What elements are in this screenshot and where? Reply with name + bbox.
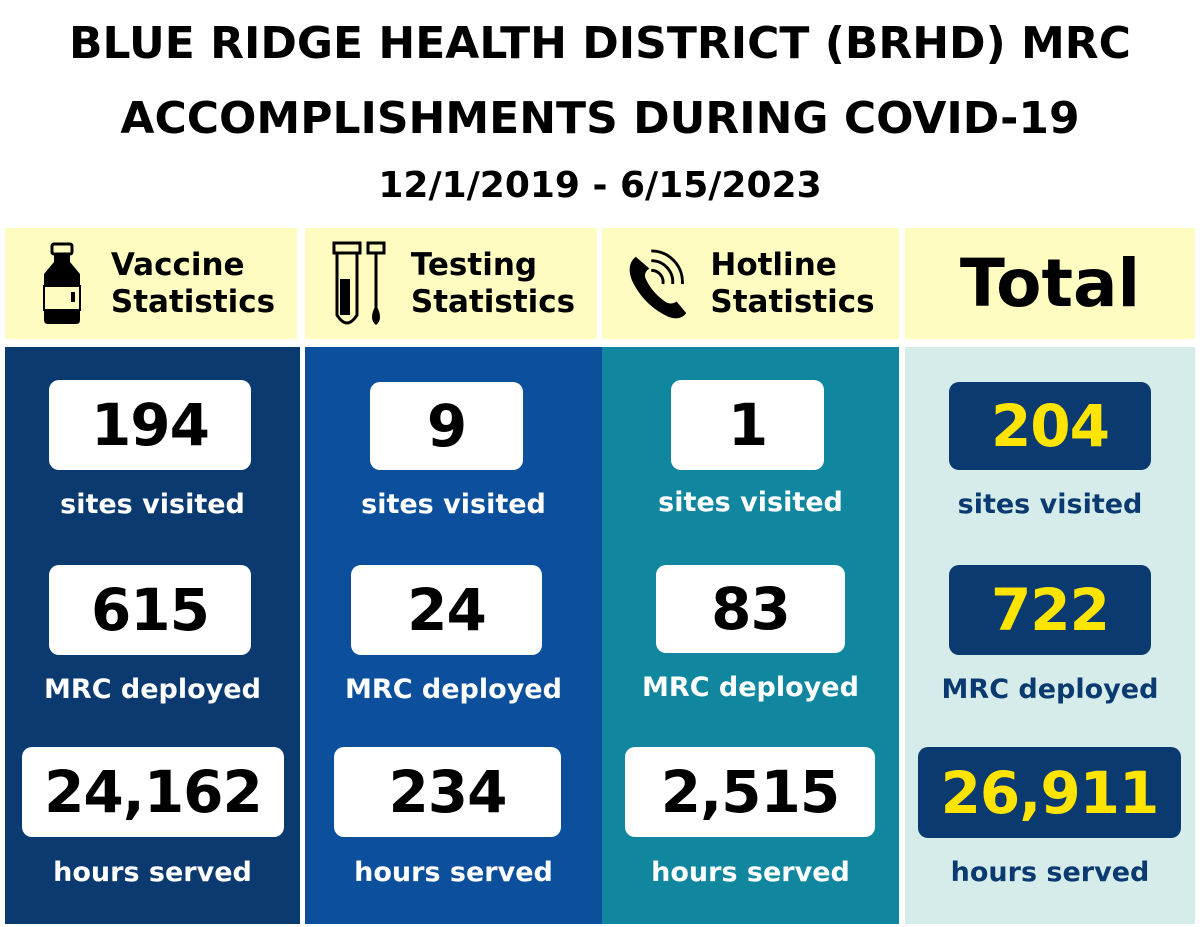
total-hours-label: hours served xyxy=(950,857,1150,888)
total-sites-label: sites visited xyxy=(957,489,1143,520)
date-range: 12/1/2019 - 6/15/2023 xyxy=(378,165,822,206)
vaccine-hours-value: 24,162 xyxy=(22,747,284,837)
vaccine-title-2: Statistics xyxy=(110,283,276,320)
hotline-mrc-value: 83 xyxy=(656,565,845,653)
total-mrc-value: 722 xyxy=(949,565,1151,655)
hotline-column: 1 sites visited 83 MRC deployed 2,515 ho… xyxy=(602,347,899,924)
testing-title-2: Statistics xyxy=(410,283,576,320)
vaccine-mrc-label: MRC deployed xyxy=(44,674,261,705)
testing-sites-label: sites visited xyxy=(361,489,546,520)
hotline-hours-value: 2,515 xyxy=(625,747,875,837)
total-hours-value: 26,911 xyxy=(918,747,1181,838)
total-title: Total xyxy=(959,245,1141,322)
hotline-title-1: Hotline xyxy=(710,246,837,283)
title-line-1: BLUE RIDGE HEALTH DISTRICT (BRHD) MRC xyxy=(69,18,1131,69)
hotline-mrc-label: MRC deployed xyxy=(642,672,859,703)
total-header: Total xyxy=(905,228,1195,339)
hotline-hours-label: hours served xyxy=(651,857,850,888)
vaccine-mrc-value: 615 xyxy=(49,565,251,655)
total-mrc-label: MRC deployed xyxy=(941,674,1159,705)
vaccine-header: Vaccine Statistics xyxy=(5,228,297,339)
total-column: 204 sites visited 722 MRC deployed 26,91… xyxy=(905,347,1195,924)
testing-header: Testing Statistics xyxy=(305,228,597,339)
testing-column: 9 sites visited 24 MRC deployed 234 hour… xyxy=(305,347,602,924)
testing-hours-value: 234 xyxy=(334,747,561,837)
testing-sites-value: 9 xyxy=(370,382,523,470)
testing-mrc-value: 24 xyxy=(351,565,542,655)
vaccine-sites-label: sites visited xyxy=(60,489,245,520)
hotline-sites-label: sites visited xyxy=(658,487,843,518)
testing-mrc-label: MRC deployed xyxy=(345,674,562,705)
vaccine-column: 194 sites visited 615 MRC deployed 24,16… xyxy=(5,347,300,924)
total-sites-value: 204 xyxy=(949,382,1151,470)
testing-title-1: Testing xyxy=(410,246,538,283)
hotline-header: Hotline Statistics xyxy=(602,228,899,339)
hotline-sites-value: 1 xyxy=(671,380,824,470)
testing-hours-label: hours served xyxy=(354,857,553,888)
test-tube-swab-icon xyxy=(327,239,397,329)
hotline-title-2: Statistics xyxy=(710,283,875,320)
vaccine-title-1: Vaccine xyxy=(110,246,245,283)
vaccine-sites-value: 194 xyxy=(49,380,251,470)
title-line-2: ACCOMPLISHMENTS DURING COVID-19 xyxy=(120,93,1080,144)
vaccine-bottle-icon xyxy=(27,239,97,329)
phone-icon xyxy=(626,239,696,329)
vaccine-hours-label: hours served xyxy=(53,857,252,888)
